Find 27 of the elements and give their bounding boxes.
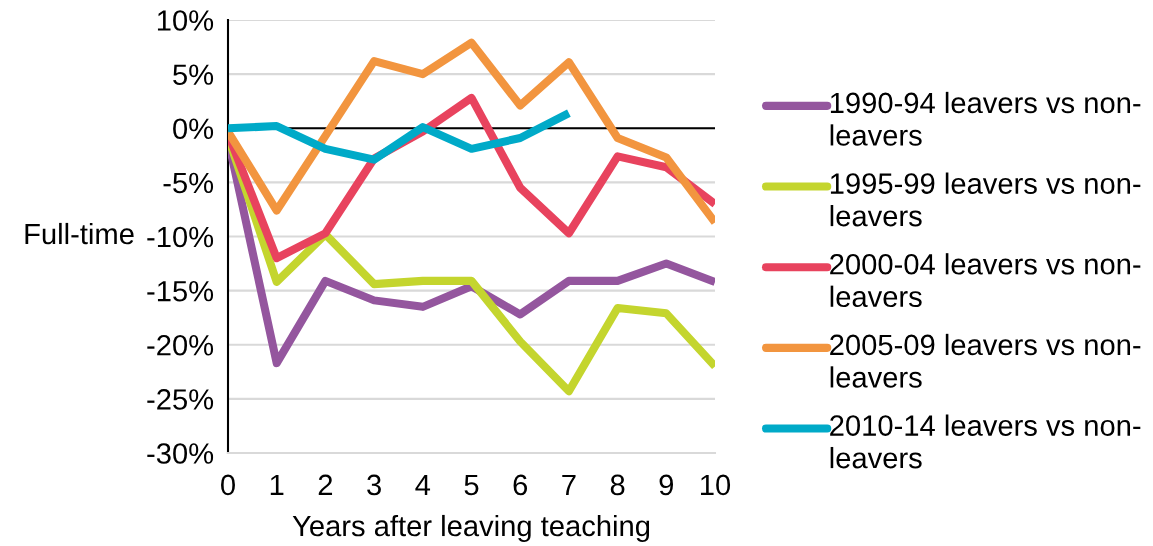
y-tick-label: 10% (157, 10, 214, 31)
x-tick-label: 9 (659, 474, 674, 496)
y-tick-label: -10% (147, 226, 214, 248)
x-tick-label: 2 (318, 474, 333, 495)
legend-label: 1995-99 leavers vs non-leavers (830, 172, 1141, 227)
y-axis-title: Full-time (25, 222, 134, 245)
x-tick-label: 3 (367, 474, 381, 496)
y-tick-label: -25% (147, 389, 214, 410)
x-axis-title: Years after leaving teaching (292, 514, 650, 543)
x-tick-label: 6 (513, 474, 528, 496)
x-tick-label: 0 (221, 474, 235, 496)
y-tick-label: -30% (147, 443, 214, 464)
legend-label: 1990-94 leavers vs non-leavers (830, 91, 1141, 146)
x-tick-label: 8 (610, 474, 625, 496)
y-tick-label: 5% (173, 64, 214, 85)
x-tick-label: 1 (270, 474, 284, 495)
legend-label: 2010-14 leavers vs non-leavers (830, 414, 1141, 469)
y-tick-label: 0% (173, 118, 214, 140)
x-tick-label: 10 (701, 474, 731, 496)
legend-label: 2000-04 leavers vs non-leavers (830, 253, 1141, 308)
x-tick-label: 7 (562, 474, 576, 495)
x-tick-label: 4 (415, 474, 431, 495)
x-tick-label: 5 (464, 474, 479, 496)
legend-label: 2005-09 leavers vs non-leavers (830, 333, 1141, 388)
y-tick-label: -15% (147, 280, 214, 302)
y-tick-label: -5% (163, 172, 214, 194)
y-tick-label: -20% (147, 334, 214, 356)
